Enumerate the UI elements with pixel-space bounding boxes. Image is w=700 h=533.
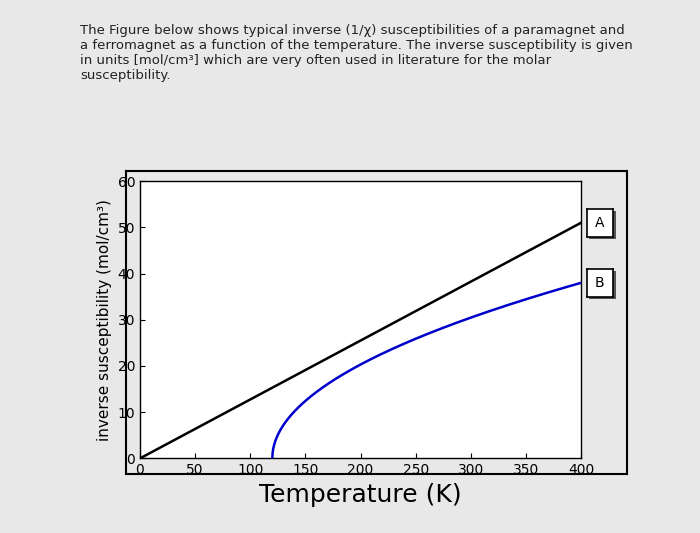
Text: The Figure below shows typical inverse (1/χ) susceptibilities of a paramagnet an: The Figure below shows typical inverse (…	[80, 24, 634, 82]
Y-axis label: inverse susceptibility (mol/cm³): inverse susceptibility (mol/cm³)	[97, 199, 112, 441]
Text: B: B	[595, 276, 605, 290]
X-axis label: Temperature (K): Temperature (K)	[259, 483, 462, 507]
Text: A: A	[595, 216, 605, 230]
